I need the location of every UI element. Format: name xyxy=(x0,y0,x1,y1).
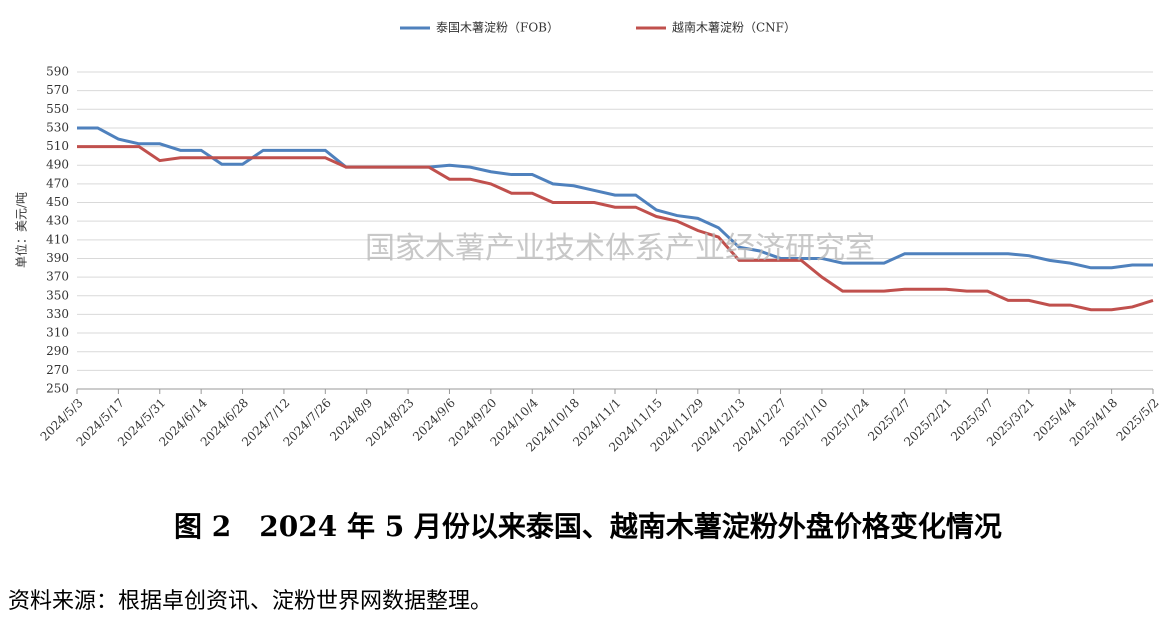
caption: 图 2 2024 年 5 月份以来泰国、越南木薯淀粉外盘价格变化情况 xyxy=(174,510,1002,543)
watermark: 国家木薯产业技术体系产业经济研究室 xyxy=(365,231,875,266)
y-tick-label: 310 xyxy=(46,326,69,340)
y-tick-label: 370 xyxy=(46,270,69,284)
y-tick-label: 270 xyxy=(46,363,69,377)
y-axis-label: 单位：美元/吨 xyxy=(14,192,29,268)
y-tick-label: 330 xyxy=(46,307,69,321)
y-tick-label: 530 xyxy=(46,120,69,134)
legend-label: 泰国木薯淀粉（FOB） xyxy=(436,21,559,35)
y-tick-label: 450 xyxy=(46,195,69,209)
y-tick-label: 510 xyxy=(46,139,69,153)
legend-label: 越南木薯淀粉（CNF） xyxy=(672,20,796,35)
y-tick-label: 550 xyxy=(46,102,69,116)
y-tick-label: 250 xyxy=(46,382,69,396)
series-line xyxy=(77,145,1154,312)
chart: 250 270 290 310 330 350 370 390 410 430 450 470 490 5… xyxy=(14,20,1162,455)
y-tick-label: 570 xyxy=(46,83,69,97)
y-tick-label: 390 xyxy=(46,251,69,265)
series-line xyxy=(77,126,1153,270)
y-tick-label: 470 xyxy=(46,176,69,190)
y-tick-label: 410 xyxy=(46,232,69,246)
y-tick-label: 290 xyxy=(46,344,69,358)
x-tick-label: 2025/5/2 xyxy=(1114,396,1162,444)
y-tick-label: 590 xyxy=(46,65,69,79)
y-tick-label: 430 xyxy=(46,214,69,228)
source: 资料来源：根据卓创资讯、淀粉世界网数据整理。 xyxy=(8,589,493,614)
y-tick-label: 490 xyxy=(46,158,69,172)
y-tick-label: 350 xyxy=(46,288,69,302)
